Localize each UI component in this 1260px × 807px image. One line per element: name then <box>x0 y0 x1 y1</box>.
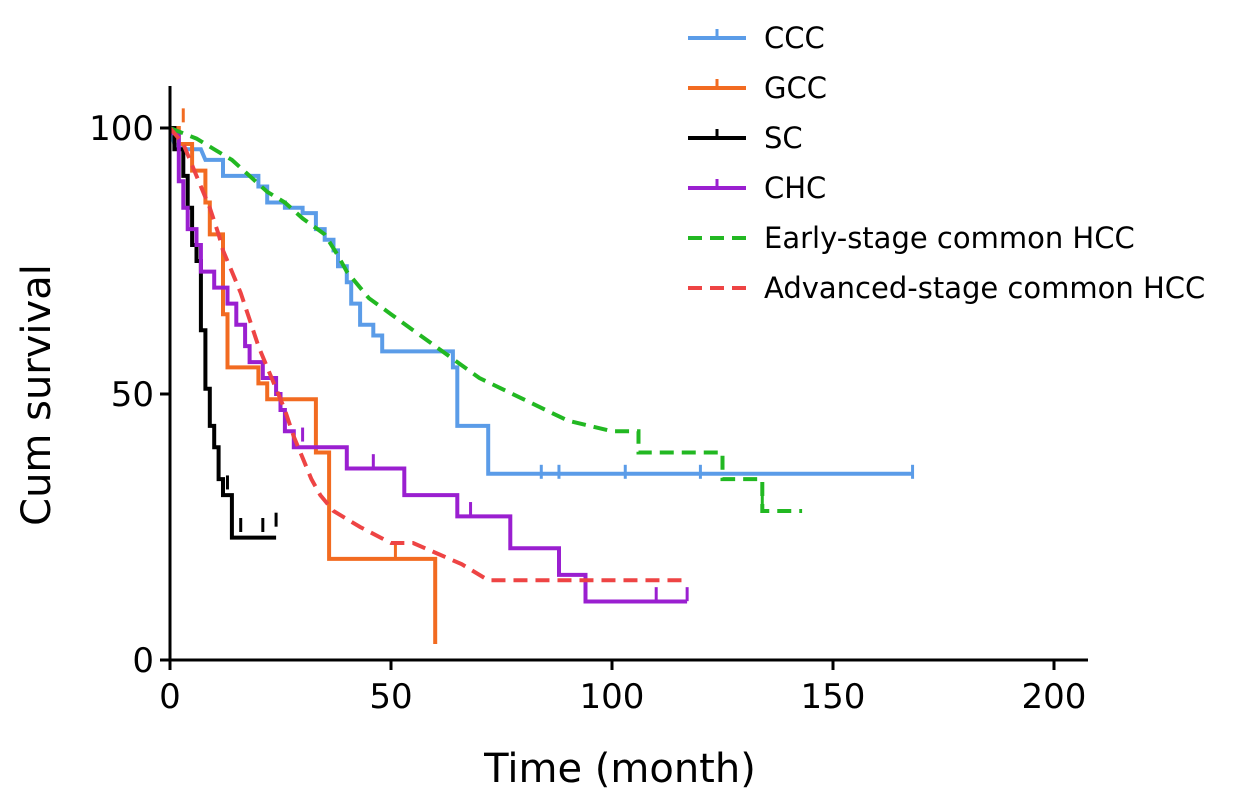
legend-label-ccc: CCC <box>764 21 825 55</box>
plot-area <box>168 108 915 644</box>
series-line-chc <box>170 131 688 604</box>
series-line-gcc <box>170 126 438 644</box>
legend-label-chc: CHC <box>764 171 826 205</box>
y-axis-title: Cum survival <box>14 264 60 526</box>
legend-label-early-stage-common-hcc: Early-stage common HCC <box>764 221 1135 255</box>
legend-label-sc: SC <box>764 121 803 155</box>
legend-label-advanced-stage-common-hcc: Advanced-stage common HCC <box>764 271 1205 305</box>
x-tick-label: 200 <box>1022 677 1087 717</box>
series-line-advanced-stage-common-hcc <box>168 126 688 583</box>
legend-label-gcc: GCC <box>764 71 827 105</box>
x-tick-label: 0 <box>159 677 181 717</box>
axes <box>168 86 1088 662</box>
y-tick-label: 100 <box>89 109 154 149</box>
x-tick-label: 50 <box>369 677 412 717</box>
x-tick-label: 100 <box>580 677 645 717</box>
legend: CCC GCC SC CHC Early-stage common HCC Advance… <box>688 21 1205 305</box>
y-tick-label: 50 <box>111 375 154 415</box>
ticks: 0 50 100 150 200 0 50 100 <box>89 109 1086 717</box>
y-tick-label: 0 <box>132 641 154 681</box>
x-axis-title: Time (month) <box>483 746 756 792</box>
series-line-early-stage-common-hcc <box>169 126 803 513</box>
x-tick-label: 150 <box>801 677 866 717</box>
series-line-sc <box>170 126 277 540</box>
